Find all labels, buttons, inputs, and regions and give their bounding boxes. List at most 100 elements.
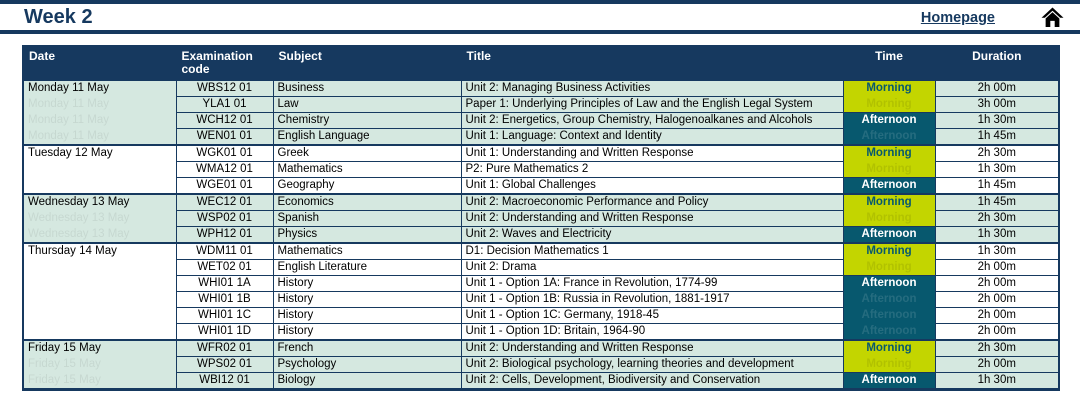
subject-cell: History	[272, 291, 462, 308]
column-header-time: Time	[842, 45, 936, 81]
exam-code-cell: WEC12 01	[175, 193, 274, 211]
subject-cell: Geography	[272, 177, 462, 195]
duration-cell: 2h 30m	[934, 339, 1060, 357]
column-header-title: Title	[460, 45, 844, 81]
date-cell: Monday 11 May	[22, 112, 177, 129]
date-cell: Friday 15 May	[22, 339, 177, 357]
title-cell: Unit 2: Energetics, Group Chemistry, Hal…	[460, 112, 844, 129]
duration-cell: 1h 30m	[934, 242, 1060, 260]
subject-cell: Economics	[272, 193, 462, 211]
time-cell: Morning	[842, 339, 936, 357]
date-cell: Friday 15 May	[22, 356, 177, 373]
exam-code-cell: WGK01 01	[175, 144, 274, 162]
date-cell: Thursday 14 May	[22, 323, 177, 340]
duration-cell: 2h 30m	[934, 210, 1060, 227]
exam-row: Monday 11 May YLA1 01 Law Paper 1: Underlyi…	[22, 96, 1060, 113]
time-cell: Afternoon	[842, 128, 936, 145]
title-cell: Unit 2: Understanding and Written Respon…	[460, 339, 844, 357]
title-cell: Unit 2: Managing Business Activities	[460, 79, 844, 97]
exam-row: Friday 15 May WPS02 01 Psychology Unit 2: B…	[22, 356, 1060, 373]
top-rule	[0, 0, 1080, 4]
title-cell: Unit 2: Waves and Electricity	[460, 226, 844, 244]
date-cell: Wednesday 13 May	[22, 210, 177, 227]
exam-code-cell: WEN01 01	[175, 128, 274, 146]
date-cell: Thursday 14 May	[22, 242, 177, 260]
exam-code-cell: YLA1 01	[175, 96, 274, 113]
column-header-duration: Duration	[934, 45, 1060, 81]
subject-cell: Mathematics	[272, 242, 462, 260]
duration-cell: 1h 45m	[934, 128, 1060, 146]
homepage-link[interactable]: Homepage	[920, 10, 995, 26]
title-cell: Unit 2: Biological psychology, learning …	[460, 356, 844, 373]
date-cell: Tuesday 12 May	[22, 177, 177, 194]
title-cell: Unit 1 - Option 1C: Germany, 1918-45	[460, 307, 844, 324]
subject-cell: Greek	[272, 144, 462, 162]
duration-cell: 1h 45m	[934, 193, 1060, 211]
exam-row: Monday 11 May WEN01 01 English Language Uni…	[22, 128, 1060, 146]
title-cell: Unit 2: Cells, Development, Biodiversity…	[460, 372, 844, 390]
home-icon[interactable]	[1041, 7, 1064, 28]
exam-code-cell: WBS12 01	[175, 79, 274, 97]
column-header-subject: Subject	[272, 45, 462, 81]
exam-row: Tuesday 12 May WGK01 01 Greek Unit 1: Under…	[22, 144, 1060, 162]
exam-code-cell: WPS02 01	[175, 356, 274, 373]
time-cell: Morning	[842, 79, 936, 97]
duration-cell: 2h 00m	[934, 356, 1060, 373]
date-cell: Monday 11 May	[22, 128, 177, 145]
time-cell: Afternoon	[842, 226, 936, 243]
time-cell: Afternoon	[842, 275, 936, 292]
date-cell: Thursday 14 May	[22, 275, 177, 292]
duration-cell: 1h 45m	[934, 177, 1060, 195]
date-cell: Tuesday 12 May	[22, 144, 177, 162]
time-cell: Afternoon	[842, 112, 936, 129]
exam-code-cell: WBI12 01	[175, 372, 274, 390]
table-header-row: Date Examination code Subject Title Time Dura…	[22, 45, 1060, 81]
title-cell: Unit 1 - Option 1A: France in Revolution…	[460, 275, 844, 292]
time-cell: Afternoon	[842, 177, 936, 194]
exam-code-cell: WET02 01	[175, 259, 274, 276]
exam-row: Friday 15 May WFR02 01 French Unit 2: Under…	[22, 339, 1060, 357]
subject-cell: Chemistry	[272, 112, 462, 129]
duration-cell: 2h 00m	[934, 79, 1060, 97]
time-cell: Morning	[842, 193, 936, 211]
exam-row: Monday 11 May WCH12 01 Chemistry Unit 2: En…	[22, 112, 1060, 129]
duration-cell: 2h 00m	[934, 323, 1060, 341]
subject-cell: Mathematics	[272, 161, 462, 178]
time-cell: Morning	[842, 242, 936, 260]
duration-cell: 1h 30m	[934, 372, 1060, 390]
title-rule	[0, 30, 1080, 34]
exam-row: Wednesday 13 May WEC12 01 Economics Unit 2:…	[22, 193, 1060, 211]
time-cell: Morning	[842, 161, 936, 178]
subject-cell: History	[272, 323, 462, 341]
exam-code-cell: WCH12 01	[175, 112, 274, 129]
duration-cell: 3h 00m	[934, 96, 1060, 113]
title-cell: Unit 2: Macroeconomic Performance and Po…	[460, 193, 844, 211]
date-cell: Thursday 14 May	[22, 259, 177, 276]
exam-code-cell: WPH12 01	[175, 226, 274, 244]
exam-row: Friday 15 May WBI12 01 Biology Unit 2: Cell…	[22, 372, 1060, 390]
title-cell: Unit 1: Global Challenges	[460, 177, 844, 195]
time-cell: Afternoon	[842, 307, 936, 324]
duration-cell: 2h 30m	[934, 144, 1060, 162]
exam-code-cell: WHI01 1C	[175, 307, 274, 324]
exam-code-cell: WHI01 1D	[175, 323, 274, 341]
date-cell: Thursday 14 May	[22, 307, 177, 324]
time-cell: Morning	[842, 96, 936, 113]
subject-cell: Psychology	[272, 356, 462, 373]
time-cell: Afternoon	[842, 291, 936, 308]
exam-code-cell: WGE01 01	[175, 177, 274, 195]
title-cell: Unit 1 - Option 1B: Russia in Revolution…	[460, 291, 844, 308]
date-cell: Wednesday 13 May	[22, 193, 177, 211]
exam-timetable: Date Examination code Subject Title Time Dura…	[22, 45, 1060, 391]
exam-code-cell: WHI01 1B	[175, 291, 274, 308]
duration-cell: 2h 00m	[934, 307, 1060, 324]
duration-cell: 1h 30m	[934, 161, 1060, 178]
subject-cell: English Literature	[272, 259, 462, 276]
column-header-code: Examination code	[175, 45, 274, 81]
subject-cell: French	[272, 339, 462, 357]
